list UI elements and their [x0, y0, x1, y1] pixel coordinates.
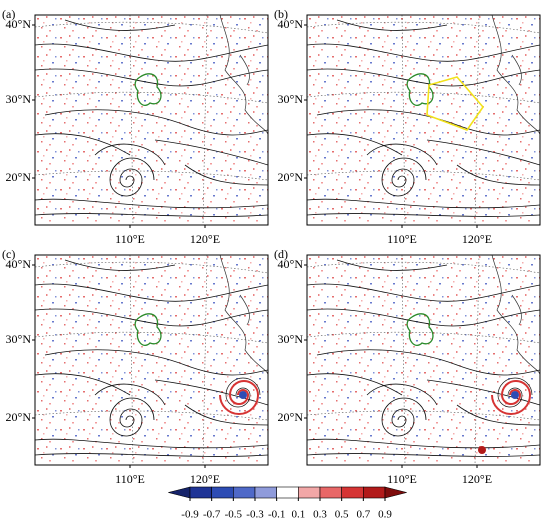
lon-label: 110°E: [387, 472, 417, 486]
lon-label: 120°E: [462, 232, 492, 246]
map-panel: (c)40°N 30°N 20°N 110°E 120°E: [2, 247, 269, 486]
colorbar-label: -0.1: [268, 509, 285, 521]
colorbar-label: 0.5: [335, 509, 349, 521]
colorbar-label: -0.3: [246, 509, 264, 521]
panel-frame: [34, 14, 269, 226]
lon-label: 110°E: [115, 472, 145, 486]
colorbar-label: -0.5: [225, 509, 243, 521]
colorbar-bin: [276, 486, 299, 499]
lat-label: 20°N: [278, 410, 304, 424]
colorbar-bin: [363, 486, 386, 499]
colorbar-label: -0.7: [203, 509, 221, 521]
panel-frame: [34, 254, 269, 466]
panel-frame: [306, 254, 541, 466]
colorbar-bin: [211, 486, 234, 499]
panel-frame: [306, 14, 541, 226]
lat-label: 40°N: [6, 257, 32, 271]
panel-label: (c): [2, 247, 15, 261]
map-field: [307, 15, 540, 225]
lat-label: 30°N: [278, 332, 304, 346]
colorbar-bin: [298, 486, 321, 499]
lat-label: 40°N: [278, 257, 304, 271]
colorbar-end: [384, 486, 407, 499]
lat-label: 30°N: [278, 92, 304, 106]
lat-label: 40°N: [6, 17, 32, 31]
map-field: [35, 255, 268, 465]
colorbar-bin: [233, 486, 256, 499]
colorbar-label: 0.1: [291, 509, 305, 521]
colorbar-label: 0.7: [356, 509, 370, 521]
lat-label: 30°N: [6, 92, 32, 106]
colorbar-end: [168, 486, 191, 499]
panel-label: (a): [2, 7, 15, 21]
colorbar-label: 0.3: [313, 509, 327, 521]
lon-label: 120°E: [190, 472, 220, 486]
colorbar-bin: [254, 486, 277, 499]
colorbar-label: 0.9: [378, 509, 392, 521]
colorbar-bin: [189, 486, 212, 499]
panel-label: (b): [274, 7, 288, 21]
map-panel: (b)40°N 30°N 20°N 110°E 120°E: [274, 7, 541, 246]
colorbar-bin: [319, 486, 342, 499]
region-box: [426, 76, 485, 131]
red-spot: [478, 446, 486, 454]
lon-label: 120°E: [190, 232, 220, 246]
colorbar-label: -0.9: [181, 509, 199, 521]
lon-label: 110°E: [387, 232, 417, 246]
lon-label: 110°E: [115, 232, 145, 246]
lat-label: 20°N: [278, 170, 304, 184]
lat-label: 20°N: [6, 170, 32, 184]
lat-label: 40°N: [278, 17, 304, 31]
map-panel: (a)40°N 30°N 20°N 110°E 120°E: [2, 7, 269, 246]
colorbar-bin: [341, 486, 364, 499]
lon-label: 120°E: [462, 472, 492, 486]
lat-label: 20°N: [6, 410, 32, 424]
map-field: [307, 255, 540, 465]
panel-label: (d): [274, 247, 288, 261]
map-field: [35, 15, 268, 225]
lat-label: 30°N: [6, 332, 32, 346]
map-panel: (d)40°N 30°N 20°N 110°E 120°E: [274, 247, 541, 486]
